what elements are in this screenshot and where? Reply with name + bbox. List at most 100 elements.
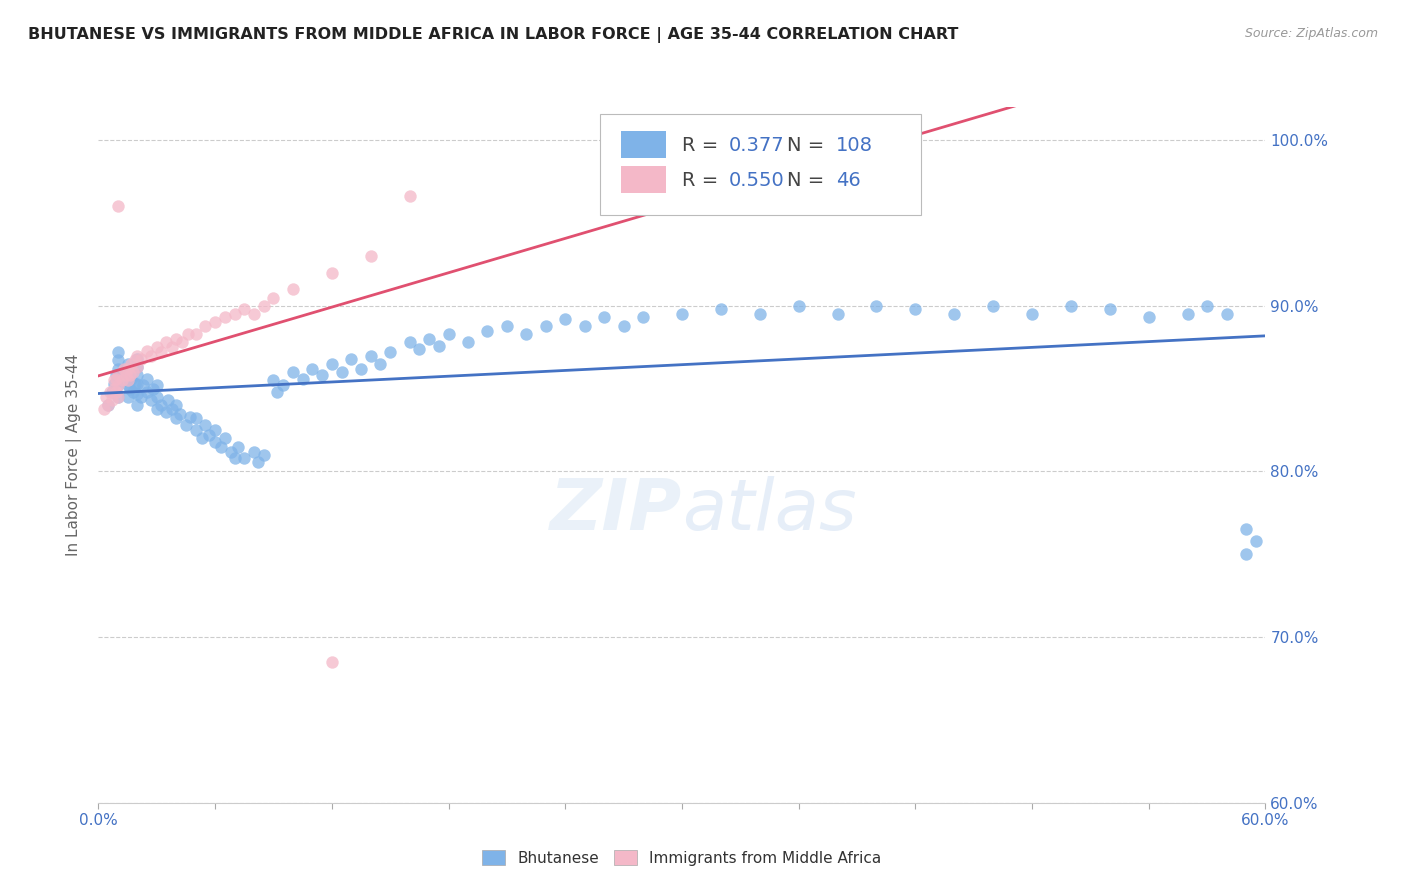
- FancyBboxPatch shape: [600, 114, 921, 215]
- Point: [1060, 299, 1083, 313]
- Point: [122, 384, 145, 399]
- Point: [142, 382, 165, 396]
- Point: [554, 312, 576, 326]
- Point: [301, 361, 323, 376]
- Point: [127, 368, 149, 383]
- Text: N =: N =: [787, 136, 831, 155]
- Point: [96, 390, 118, 404]
- Point: [112, 361, 135, 376]
- Point: [593, 310, 616, 325]
- Point: [124, 376, 146, 391]
- Point: [174, 418, 197, 433]
- Point: [103, 376, 125, 391]
- Point: [1021, 307, 1043, 321]
- Point: [170, 335, 193, 350]
- Point: [121, 372, 143, 386]
- Point: [266, 384, 288, 399]
- Text: BHUTANESE VS IMMIGRANTS FROM MIDDLE AFRICA IN LABOR FORCE | AGE 35-44 CORRELATIO: BHUTANESE VS IMMIGRANTS FROM MIDDLE AFRI…: [28, 27, 959, 43]
- Point: [118, 368, 141, 383]
- Point: [281, 282, 304, 296]
- Point: [360, 249, 382, 263]
- Point: [534, 318, 557, 333]
- Point: [112, 365, 135, 379]
- Point: [408, 342, 430, 356]
- Point: [127, 398, 149, 412]
- FancyBboxPatch shape: [621, 131, 665, 158]
- Point: [184, 411, 207, 425]
- Point: [127, 351, 149, 366]
- Point: [146, 401, 169, 416]
- Point: [114, 368, 136, 383]
- Point: [311, 368, 333, 383]
- Point: [146, 340, 169, 354]
- Point: [103, 382, 125, 396]
- Point: [107, 361, 129, 376]
- Point: [117, 368, 139, 383]
- Point: [118, 382, 141, 396]
- Point: [209, 440, 232, 454]
- Point: [104, 368, 127, 383]
- Point: [122, 365, 145, 379]
- Point: [127, 386, 149, 401]
- Point: [1177, 307, 1199, 321]
- Point: [157, 393, 180, 408]
- Point: [127, 376, 149, 391]
- Point: [360, 349, 382, 363]
- Point: [437, 326, 460, 341]
- Point: [321, 357, 343, 371]
- Point: [233, 302, 256, 317]
- Text: N =: N =: [787, 170, 831, 190]
- Point: [127, 360, 149, 375]
- Point: [136, 343, 159, 358]
- Point: [243, 307, 266, 321]
- Point: [165, 398, 187, 412]
- Legend: Bhutanese, Immigrants from Middle Africa: Bhutanese, Immigrants from Middle Africa: [477, 844, 887, 871]
- Text: ZIP: ZIP: [550, 476, 682, 545]
- Point: [93, 401, 115, 416]
- Point: [228, 440, 250, 454]
- Point: [190, 431, 212, 445]
- Point: [233, 451, 256, 466]
- Point: [107, 368, 129, 383]
- Point: [370, 357, 392, 371]
- Point: [204, 423, 226, 437]
- Point: [127, 360, 149, 375]
- Point: [1244, 534, 1267, 549]
- Point: [117, 390, 139, 404]
- Point: [1215, 307, 1237, 321]
- Point: [710, 302, 733, 317]
- Point: [139, 349, 162, 363]
- Point: [139, 393, 162, 408]
- Point: [262, 373, 284, 387]
- Point: [107, 345, 129, 359]
- Point: [149, 398, 172, 412]
- Point: [117, 378, 139, 392]
- Point: [1234, 523, 1257, 537]
- Point: [671, 307, 693, 321]
- Point: [253, 448, 276, 462]
- Point: [98, 384, 121, 399]
- Point: [1137, 310, 1160, 325]
- Point: [427, 338, 450, 352]
- Point: [1234, 547, 1257, 561]
- Point: [418, 332, 440, 346]
- Point: [104, 372, 127, 386]
- Point: [204, 315, 226, 329]
- Point: [271, 378, 294, 392]
- Point: [515, 326, 537, 341]
- Point: [124, 353, 146, 368]
- Point: [107, 390, 129, 404]
- Point: [398, 189, 420, 203]
- Point: [1098, 302, 1121, 317]
- Point: [631, 310, 654, 325]
- Point: [127, 349, 149, 363]
- Point: [129, 390, 152, 404]
- Point: [457, 335, 479, 350]
- Point: [103, 373, 125, 387]
- Point: [246, 454, 269, 468]
- Point: [253, 299, 276, 313]
- Point: [107, 353, 129, 368]
- Point: [194, 418, 217, 433]
- Text: 0.550: 0.550: [728, 170, 785, 190]
- Point: [104, 384, 127, 399]
